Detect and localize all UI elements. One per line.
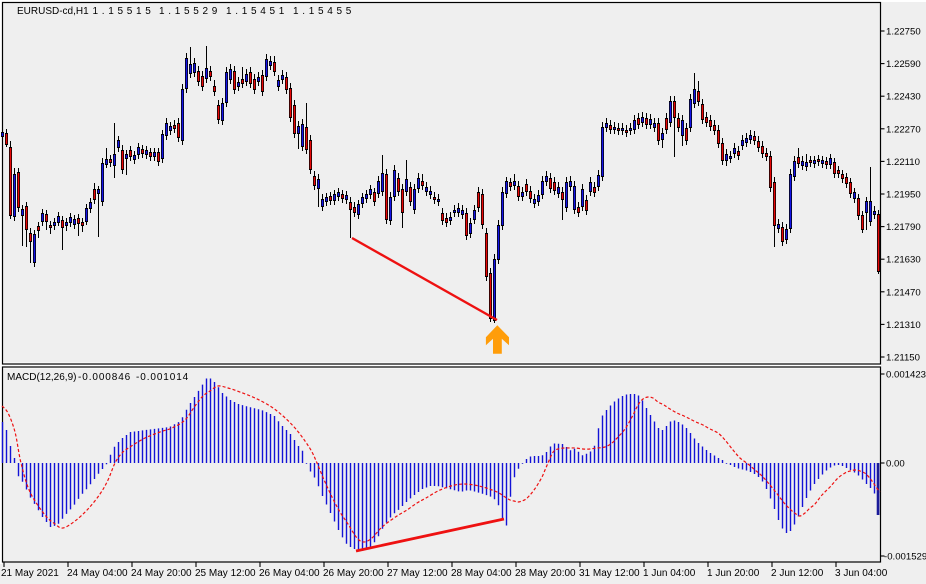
svg-text:21 May 2021: 21 May 2021	[1, 568, 59, 579]
svg-text:1.15451: 1.15451	[226, 6, 288, 17]
svg-text:1.21470: 1.21470	[886, 287, 921, 298]
svg-text:31 May 12:00: 31 May 12:00	[579, 568, 640, 579]
svg-text:3 Jun 04:00: 3 Jun 04:00	[835, 568, 888, 579]
svg-text:1.22590: 1.22590	[886, 59, 921, 70]
svg-text:27 May 12:00: 27 May 12:00	[387, 568, 448, 579]
svg-text:0.001423: 0.001423	[886, 370, 926, 381]
svg-text:28 May 20:00: 28 May 20:00	[515, 568, 576, 579]
svg-text:-0.000846: -0.000846	[78, 372, 131, 383]
svg-text:1.15515: 1.15515	[93, 6, 155, 17]
svg-text:25 May 12:00: 25 May 12:00	[195, 568, 256, 579]
svg-text:1.15529: 1.15529	[159, 6, 221, 17]
svg-text:0.00: 0.00	[886, 459, 905, 470]
svg-text:1.21630: 1.21630	[886, 255, 921, 266]
svg-text:EURUSD-cd,H1: EURUSD-cd,H1	[17, 6, 89, 17]
svg-text:1 Jun 20:00: 1 Jun 20:00	[707, 568, 760, 579]
svg-text:24 May 04:00: 24 May 04:00	[67, 568, 128, 579]
svg-text:MACD(12,26,9): MACD(12,26,9)	[7, 372, 76, 383]
svg-text:1.22110: 1.22110	[886, 157, 920, 168]
svg-text:1 Jun 04:00: 1 Jun 04:00	[643, 568, 696, 579]
svg-text:2 Jun 12:00: 2 Jun 12:00	[771, 568, 824, 579]
svg-text:26 May 20:00: 26 May 20:00	[323, 568, 384, 579]
svg-text:26 May 04:00: 26 May 04:00	[259, 568, 320, 579]
svg-text:1.22270: 1.22270	[886, 124, 921, 135]
svg-text:1.22750: 1.22750	[886, 27, 921, 38]
svg-text:1.22430: 1.22430	[886, 92, 921, 103]
svg-text:1.21950: 1.21950	[886, 190, 921, 201]
svg-text:1.21310: 1.21310	[886, 320, 921, 331]
svg-text:1.15455: 1.15455	[293, 6, 355, 17]
svg-text:-0.001529: -0.001529	[884, 552, 926, 563]
svg-text:24 May 20:00: 24 May 20:00	[131, 568, 192, 579]
svg-text:1.21150: 1.21150	[886, 353, 920, 364]
svg-text:1.21790: 1.21790	[886, 222, 921, 233]
svg-text:-0.001014: -0.001014	[136, 372, 189, 383]
svg-text:28 May 04:00: 28 May 04:00	[451, 568, 512, 579]
